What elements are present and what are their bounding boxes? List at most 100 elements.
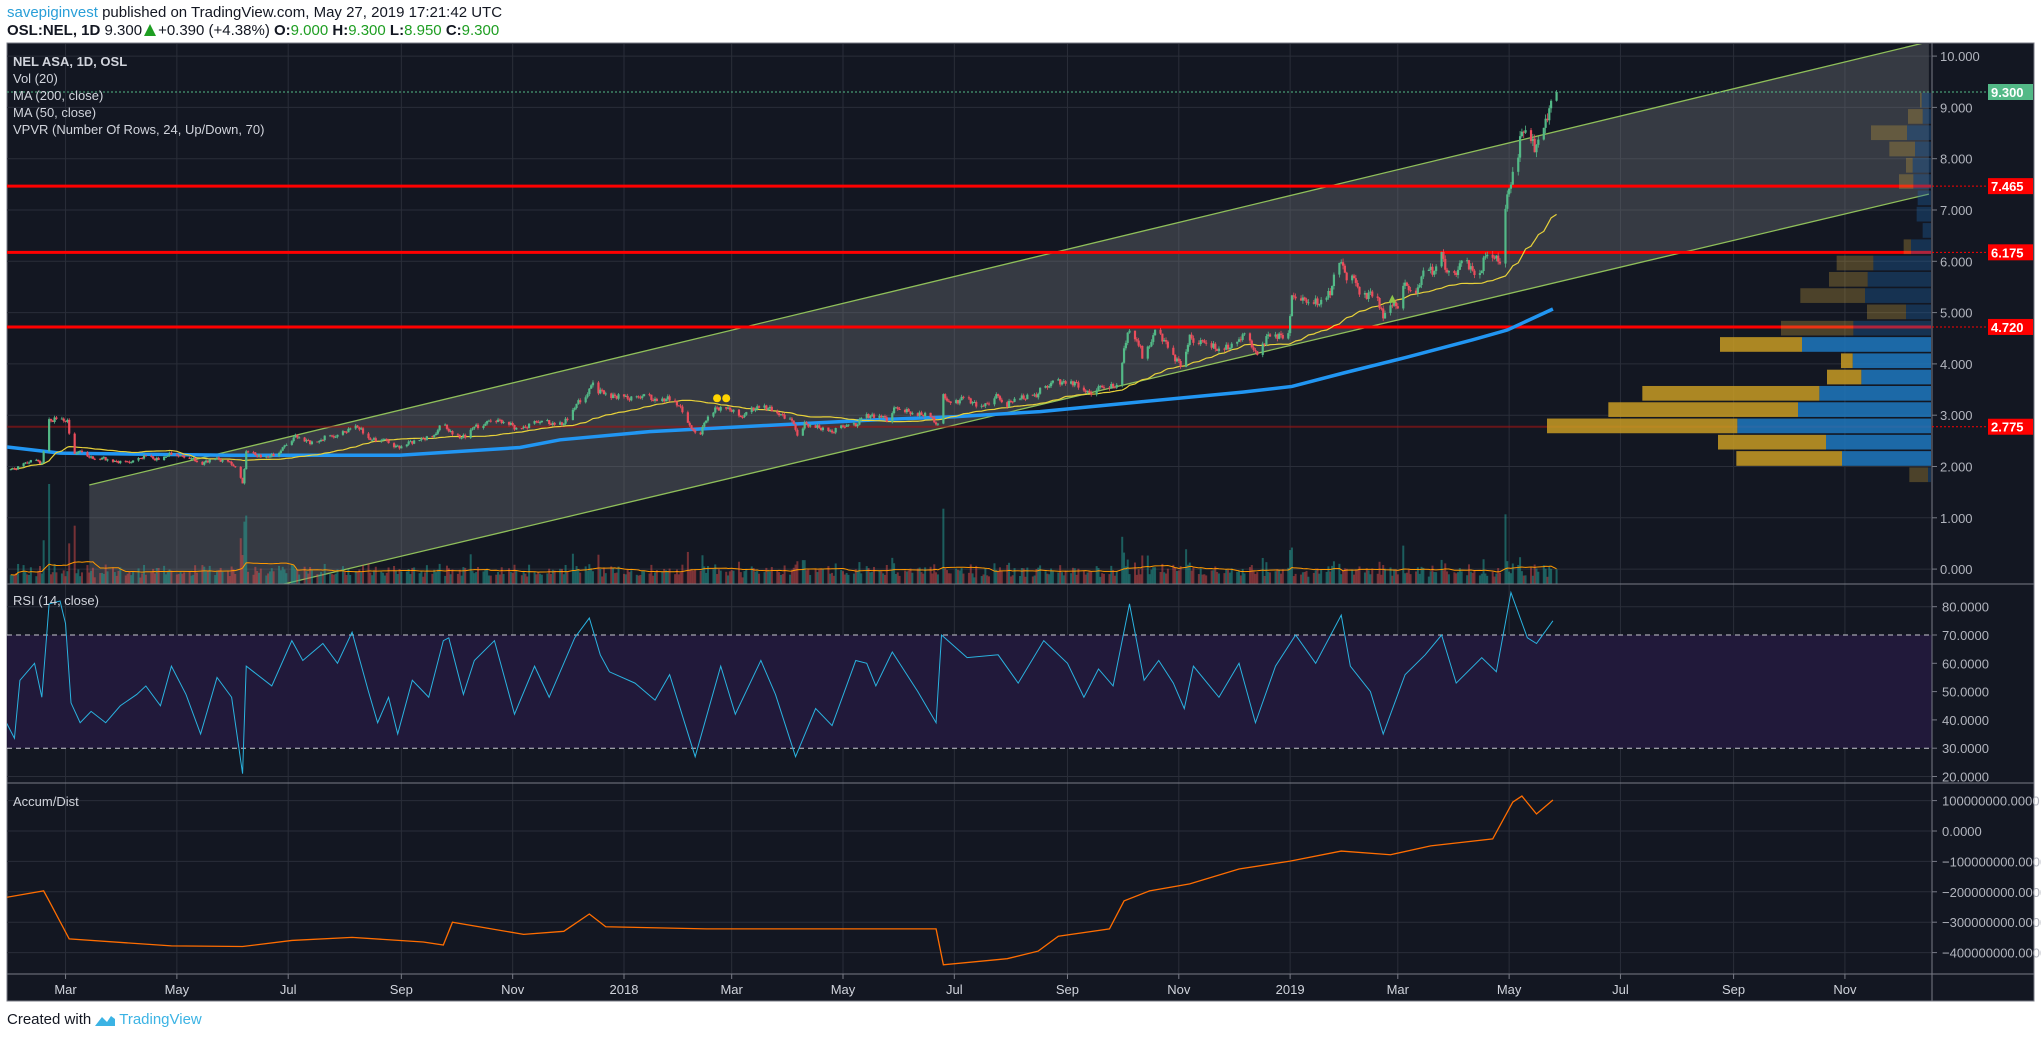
candle[interactable] xyxy=(830,428,834,434)
candle[interactable] xyxy=(856,423,859,429)
candle[interactable] xyxy=(1197,340,1200,346)
candle[interactable] xyxy=(726,406,730,410)
candle[interactable] xyxy=(259,453,262,458)
price-axis[interactable]: 0.0001.0002.0003.0004.0005.0006.0007.000… xyxy=(1932,49,2033,577)
candle[interactable] xyxy=(482,424,485,430)
candle[interactable] xyxy=(194,457,197,462)
candle[interactable] xyxy=(768,404,772,411)
candle[interactable] xyxy=(1088,388,1091,393)
candle[interactable] xyxy=(343,431,346,434)
candle[interactable] xyxy=(458,434,461,440)
candle[interactable] xyxy=(422,436,425,440)
candle[interactable] xyxy=(648,392,651,397)
candle[interactable] xyxy=(29,459,32,463)
candle[interactable] xyxy=(400,445,403,449)
candle[interactable] xyxy=(947,399,950,403)
candle[interactable] xyxy=(756,404,759,411)
candle[interactable] xyxy=(405,444,408,448)
candle[interactable] xyxy=(540,420,543,423)
candle[interactable] xyxy=(170,451,173,456)
candle[interactable] xyxy=(142,454,146,460)
candle[interactable] xyxy=(1174,354,1177,364)
candle[interactable] xyxy=(507,421,511,427)
candle[interactable] xyxy=(1101,384,1104,388)
candle[interactable] xyxy=(1493,255,1496,260)
candle[interactable] xyxy=(1153,329,1157,336)
candle[interactable] xyxy=(763,403,766,410)
candle[interactable] xyxy=(1190,332,1193,340)
candle[interactable] xyxy=(1201,339,1204,343)
candle[interactable] xyxy=(934,421,938,426)
candle[interactable] xyxy=(372,436,376,441)
candle[interactable] xyxy=(192,457,195,460)
candle[interactable] xyxy=(911,411,914,415)
candle[interactable] xyxy=(11,467,14,470)
candle[interactable] xyxy=(1121,361,1124,388)
candle[interactable] xyxy=(754,407,757,413)
candle[interactable] xyxy=(703,421,706,429)
candle[interactable] xyxy=(1550,99,1553,113)
candle[interactable] xyxy=(1097,384,1100,391)
candle[interactable] xyxy=(1365,292,1368,300)
candle[interactable] xyxy=(195,459,199,463)
candle[interactable] xyxy=(1210,341,1213,350)
candle[interactable] xyxy=(1447,270,1450,276)
event-dot-icon[interactable] xyxy=(713,394,722,403)
candle[interactable] xyxy=(321,439,324,442)
candle[interactable] xyxy=(893,405,896,415)
candle[interactable] xyxy=(411,440,414,446)
candle[interactable] xyxy=(832,431,835,434)
candle[interactable] xyxy=(42,450,45,464)
candle[interactable] xyxy=(1236,341,1239,347)
candle[interactable] xyxy=(51,419,54,423)
candle[interactable] xyxy=(1518,130,1522,163)
candle[interactable] xyxy=(852,421,856,427)
candle[interactable] xyxy=(779,413,783,416)
candle[interactable] xyxy=(469,428,472,439)
candle[interactable] xyxy=(878,413,881,420)
candle[interactable] xyxy=(1274,331,1277,339)
candle[interactable] xyxy=(1307,299,1310,306)
candle[interactable] xyxy=(969,397,972,405)
candle[interactable] xyxy=(316,441,319,443)
candle[interactable] xyxy=(728,405,731,412)
candle[interactable] xyxy=(60,416,63,420)
candle[interactable] xyxy=(1267,331,1270,339)
candle[interactable] xyxy=(1126,332,1129,346)
candle[interactable] xyxy=(936,423,939,426)
candle[interactable] xyxy=(903,408,907,414)
candle[interactable] xyxy=(1020,393,1023,401)
candle[interactable] xyxy=(509,421,512,426)
candle[interactable] xyxy=(1113,386,1117,389)
candle[interactable] xyxy=(615,395,618,400)
candle[interactable] xyxy=(834,427,837,435)
candle[interactable] xyxy=(931,415,934,420)
candle[interactable] xyxy=(1112,382,1115,389)
candle[interactable] xyxy=(945,396,949,403)
candle[interactable] xyxy=(90,455,93,459)
candle[interactable] xyxy=(1301,294,1304,304)
candle[interactable] xyxy=(91,456,95,460)
candle[interactable] xyxy=(1351,274,1354,284)
candle[interactable] xyxy=(1122,345,1126,364)
candle[interactable] xyxy=(929,412,932,418)
candle[interactable] xyxy=(624,394,627,398)
candle[interactable] xyxy=(1239,336,1242,343)
candle[interactable] xyxy=(792,420,795,425)
candle[interactable] xyxy=(1486,251,1489,259)
candle[interactable] xyxy=(1279,330,1283,338)
candle[interactable] xyxy=(1139,344,1142,349)
candle[interactable] xyxy=(139,457,142,459)
candle[interactable] xyxy=(898,406,901,411)
candle[interactable] xyxy=(533,420,536,425)
candle[interactable] xyxy=(1314,295,1317,307)
candle[interactable] xyxy=(820,427,823,432)
candle[interactable] xyxy=(1062,378,1065,384)
candle[interactable] xyxy=(1478,269,1482,279)
candle[interactable] xyxy=(64,420,67,423)
candle[interactable] xyxy=(215,456,219,460)
candle[interactable] xyxy=(674,398,677,403)
candle[interactable] xyxy=(35,458,38,462)
candle[interactable] xyxy=(524,424,527,429)
candle[interactable] xyxy=(630,396,633,402)
